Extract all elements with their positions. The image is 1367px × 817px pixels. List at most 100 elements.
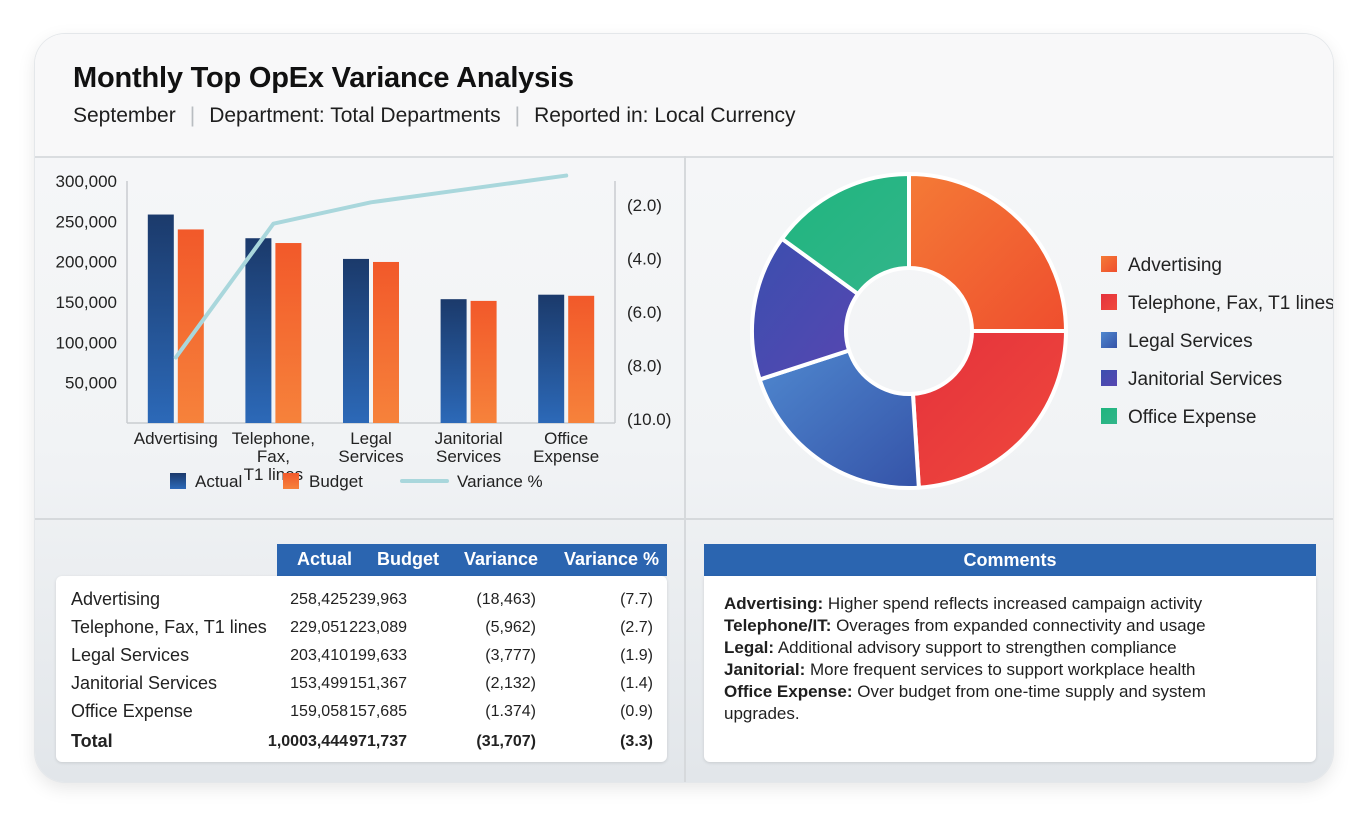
budget-bar (373, 261, 399, 423)
comment-text: Overages from expanded connectivity and … (831, 616, 1206, 635)
cell-actual: 153,499 (290, 675, 348, 692)
comment-key: Janitorial: (724, 660, 806, 679)
x-tick-label: Legal (350, 429, 392, 448)
cell-actual: 159,058 (290, 703, 348, 720)
donut-chart: Advertising Telephone, Fax, T1 lines Legal… (749, 172, 1333, 490)
cell-budget: 239,963 (349, 591, 407, 608)
page-title: Monthly Top OpEx Variance Analysis (73, 62, 574, 94)
comment-text: Higher spend reflects increased campaign… (823, 594, 1203, 613)
cell-budget: 199,633 (349, 647, 407, 664)
actual-bar (440, 299, 467, 423)
comment-line: Advertising: Higher spend reflects incre… (724, 593, 1284, 615)
variance-table: Advertising 258,425 239,963 (18,463) (7.7) Te… (56, 576, 667, 762)
cell-variance: (1.374) (485, 703, 536, 720)
x-tick-label: Fax, (257, 447, 290, 466)
comments-header: Comments (704, 544, 1316, 576)
separator: | (189, 104, 196, 127)
legend-swatch (1101, 256, 1117, 272)
y2-tick-label: (2.0) (627, 196, 662, 215)
legend-swatch (1101, 370, 1117, 386)
cell-actual: 229,051 (290, 619, 348, 636)
cell-variance: (18,463) (476, 591, 536, 608)
cell-actual: 258,425 (290, 591, 348, 608)
table-row: Janitorial Services 153,499 151,367 (2,132)… (56, 670, 667, 698)
cell-pct: (3.3) (620, 733, 653, 750)
comments-body: Advertising: Higher spend reflects incre… (724, 593, 1284, 725)
x-tick-label: Services (436, 447, 501, 466)
y-tick-label: 300,000 (56, 172, 117, 191)
y-tick-label: 200,000 (56, 253, 117, 272)
legend-swatch (1101, 294, 1117, 310)
department-label: Department: Total Departments (209, 104, 501, 127)
cell-actual: 203,410 (290, 647, 348, 664)
cell-variance: (3,777) (485, 647, 536, 664)
cell-budget: 157,685 (349, 703, 407, 720)
horizontal-divider (35, 518, 1333, 520)
separator: | (514, 104, 521, 127)
legend-label: Janitorial Services (1128, 369, 1282, 390)
legend-budget-label: Budget (309, 472, 363, 491)
header: Monthly Top OpEx Variance Analysis Septe… (35, 34, 1333, 158)
actual-bar (147, 214, 174, 423)
comment-line: Office Expense: Over budget from one-tim… (724, 681, 1284, 725)
comment-text: Over budget from one-time supply and sys… (724, 682, 1206, 723)
cell-pct: (2.7) (620, 619, 653, 636)
cell-budget: 151,367 (349, 675, 407, 692)
table-total-row: Total 1,0003,444 971,737 (31,707) (3.3) (56, 728, 667, 756)
cell-variance: (2,132) (485, 675, 536, 692)
y-tick-label: 150,000 (56, 293, 117, 312)
row-label: Janitorial Services (71, 673, 218, 693)
col-variance-pct: Variance % (564, 549, 660, 569)
col-variance: Variance (464, 549, 539, 569)
cell-variance: (5,962) (485, 619, 536, 636)
donut-slice (757, 348, 921, 490)
row-label: Office Expense (71, 701, 193, 721)
currency-label: Reported in: Local Currency (534, 104, 796, 127)
comment-line: Legal: Additional advisory support to st… (724, 637, 1284, 659)
x-tick-label: Expense (533, 447, 599, 466)
legend-swatch (1101, 332, 1117, 348)
cell-pct: (7.7) (620, 591, 653, 608)
cell-pct: (0.9) (620, 703, 653, 720)
subtitle: September | Department: Total Departments |… (73, 104, 796, 128)
y2-tick-label: (10.0) (627, 410, 671, 429)
x-tick-label: Telephone, (232, 429, 315, 448)
x-tick-label: Services (338, 447, 403, 466)
y-tick-label: 100,000 (56, 333, 117, 352)
y-tick-label: 250,000 (56, 212, 117, 231)
x-tick-label: Janitorial (435, 429, 503, 448)
vertical-divider (684, 156, 686, 782)
table-row: Legal Services 203,410 199,633 (3,777) (1.9) (56, 642, 667, 670)
comment-line: Telephone/IT: Overages from expanded con… (724, 615, 1284, 637)
comment-key: Telephone/IT: (724, 616, 832, 635)
comment-key: Office Expense: (724, 682, 853, 701)
donut-slice (779, 172, 911, 296)
y-tick-label: 50,000 (65, 374, 117, 393)
comment-text: More frequent services to support workpl… (805, 660, 1196, 679)
actual-bar (538, 294, 565, 423)
legend-swatch (1101, 408, 1117, 424)
x-tick-label: Advertising (134, 429, 218, 448)
y2-tick-label: (4.0) (627, 250, 662, 269)
cell-pct: (1.9) (620, 647, 653, 664)
donut-slice (910, 329, 1068, 490)
budget-bar (275, 243, 302, 423)
table-row: Advertising 258,425 239,963 (18,463) (7.7) (56, 586, 667, 614)
legend-budget-swatch (283, 473, 299, 489)
col-actual: Actual (297, 549, 353, 569)
cell-actual: 1,0003,444 (267, 733, 348, 750)
legend-actual-label: Actual (195, 472, 242, 491)
table-row: Telephone, Fax, T1 lines 229,051 223,089 (5… (56, 614, 667, 642)
actual-bar (343, 258, 369, 423)
y2-tick-label: (8.0) (627, 357, 662, 376)
cell-variance: (31,707) (476, 733, 536, 750)
comments-panel: Advertising: Higher spend reflects incre… (704, 576, 1316, 762)
donut-slice (907, 172, 1068, 333)
table-header: Actual Budget Variance Variance % (277, 544, 667, 576)
comment-key: Advertising: (724, 594, 824, 613)
legend-variance-label: Variance % (457, 472, 543, 491)
cell-budget: 223,089 (349, 619, 407, 636)
dashboard-card: Monthly Top OpEx Variance Analysis Septe… (35, 34, 1333, 782)
comment-key: Legal: (724, 638, 775, 657)
comment-line: Janitorial: More frequent services to su… (724, 659, 1284, 681)
